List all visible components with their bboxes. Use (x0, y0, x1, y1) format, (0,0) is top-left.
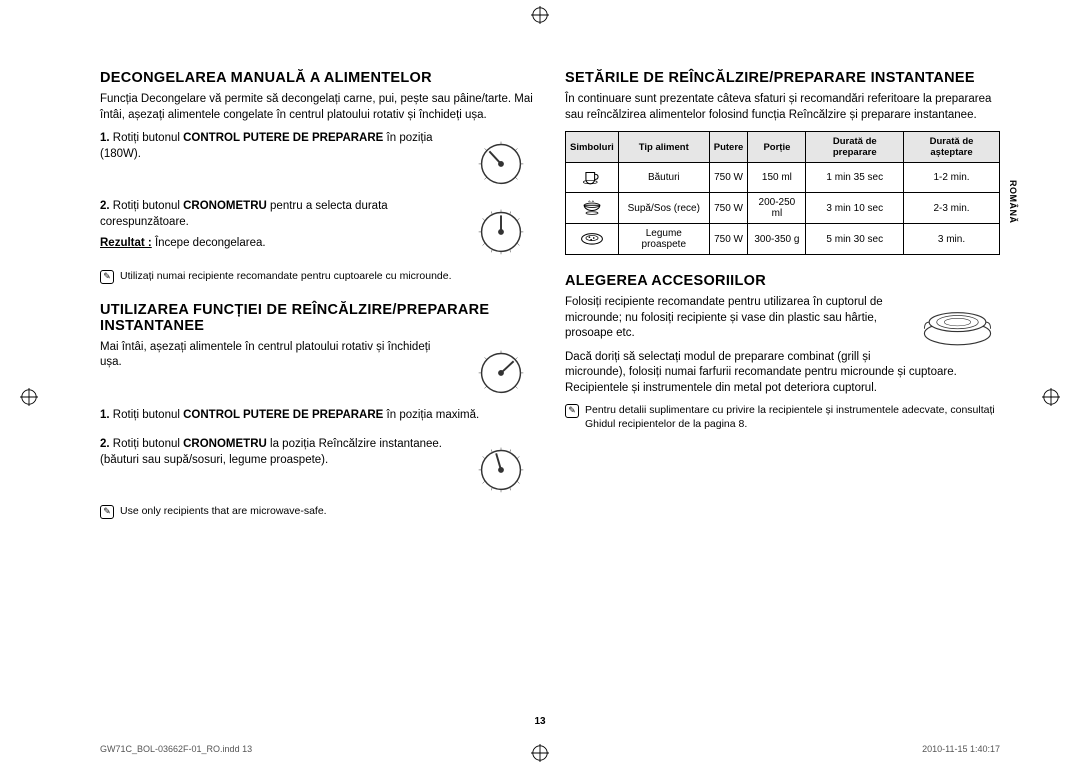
section-title-defrost: DECONGELAREA MANUALĂ A ALIMENTELOR (100, 70, 535, 86)
right-column: SETĂRILE DE REÎNCĂLZIRE/PREPARARE INSTAN… (565, 70, 1000, 537)
footer-timestamp: 2010-11-15 1:40:17 (922, 744, 1000, 754)
th-symbol: Simboluri (566, 132, 619, 163)
t: CONTROL PUTERE DE PREPARARE (183, 409, 383, 421)
note-text: Utilizați numai recipiente recomandate p… (120, 270, 452, 284)
section-title-accessories: ALEGEREA ACCESORIILOR (565, 273, 1000, 289)
cell-power: 750 W (709, 163, 748, 193)
cell-time: 1 min 35 sec (806, 163, 904, 193)
defrost-step-2: 2. Rotiți butonul CRONOMETRU pentru a se… (100, 199, 535, 262)
step-num: 2. (100, 200, 113, 212)
cell-power: 750 W (709, 224, 748, 255)
plate-icon (579, 239, 605, 250)
t: Rotiți butonul (113, 409, 183, 421)
cell-food: Supă/Sos (rece) (618, 193, 709, 224)
note-icon: ✎ (565, 404, 579, 418)
table-row: Legume proaspete750 W300-350 g5 min 30 s… (566, 224, 1000, 255)
t: Rotiți butonul (113, 132, 183, 144)
accessories-p2: Dacă doriți să selectați modul de prepar… (565, 350, 1000, 397)
bowl-icon (579, 208, 605, 219)
accessories-note: ✎ Pentru detalii suplimentare cu privire… (565, 404, 1000, 431)
page-content: DECONGELAREA MANUALĂ A ALIMENTELOR Funcț… (0, 0, 1080, 577)
th-portion: Porție (748, 132, 806, 163)
reg-mark-top (531, 6, 549, 24)
result-label: Rezultat : (100, 237, 152, 249)
reheat-intro: Mai întâi, așezați alimentele în centrul… (100, 340, 455, 371)
th-food: Tip aliment (618, 132, 709, 163)
reheat-step-2-text: 2. Rotiți butonul CRONOMETRU la poziția … (100, 437, 455, 468)
section-title-settings: SETĂRILE DE REÎNCĂLZIRE/PREPARARE INSTAN… (565, 70, 1000, 86)
t: Rotiți butonul (113, 438, 183, 450)
step-num: 1. (100, 132, 113, 144)
section-title-reheat: UTILIZAREA FUNCȚIEI DE REÎNCĂLZIRE/PREPA… (100, 302, 535, 334)
reheat-settings-table: Simboluri Tip aliment Putere Porție Dura… (565, 131, 1000, 255)
th-wait: Durată de așteptare (904, 132, 1000, 163)
t: (băuturi sau supă/sosuri, legume proaspe… (100, 454, 328, 466)
timer-dial-icon (467, 199, 535, 259)
th-power: Putere (709, 132, 748, 163)
left-column: DECONGELAREA MANUALĂ A ALIMENTELOR Funcț… (100, 70, 535, 537)
th-time: Durată de preparare (806, 132, 904, 163)
defrost-step-2-text: 2. Rotiți butonul CRONOMETRU pentru a se… (100, 199, 455, 262)
note-text: Use only recipients that are microwave-s… (120, 505, 327, 519)
note-text: Pentru detalii suplimentare cu privire l… (585, 404, 1000, 431)
cookware-illustration-icon (915, 295, 1000, 353)
step-num: 1. (100, 409, 113, 421)
cell-food: Legume proaspete (618, 224, 709, 255)
t: CRONOMETRU (183, 438, 267, 450)
cell-portion: 200-250 ml (748, 193, 806, 224)
power-dial-icon (467, 340, 535, 400)
settings-intro: În continuare sunt prezentate câteva sfa… (565, 92, 1000, 123)
t: la poziția Reîncălzire instantanee. (267, 438, 442, 450)
note-icon: ✎ (100, 505, 114, 519)
cell-wait: 3 min. (904, 224, 1000, 255)
reheat-note: ✎ Use only recipients that are microwave… (100, 505, 535, 519)
accessories-block: Folosiți recipiente recomandate pentru u… (565, 295, 1000, 396)
t: în poziția maximă. (383, 409, 479, 421)
table-row: Supă/Sos (rece)750 W200-250 ml3 min 10 s… (566, 193, 1000, 224)
reheat-step-2: 2. Rotiți butonul CRONOMETRU la poziția … (100, 437, 535, 497)
t: CRONOMETRU (183, 200, 267, 212)
page-number: 13 (534, 716, 545, 727)
cell-time: 3 min 10 sec (806, 193, 904, 224)
power-dial-icon (467, 131, 535, 191)
defrost-note: ✎ Utilizați numai recipiente recomandate… (100, 270, 535, 284)
table-row: Băuturi750 W150 ml1 min 35 sec1-2 min. (566, 163, 1000, 193)
footer-file: GW71C_BOL-03662F-01_RO.indd 13 (100, 744, 252, 754)
cell-wait: 1-2 min. (904, 163, 1000, 193)
cell-food: Băuturi (618, 163, 709, 193)
step-num: 2. (100, 438, 113, 450)
reg-mark-left (20, 388, 38, 406)
cell-power: 750 W (709, 193, 748, 224)
cell-symbol (566, 224, 619, 255)
cell-time: 5 min 30 sec (806, 224, 904, 255)
reg-mark-right (1042, 388, 1060, 406)
reheat-step-1-text: 1. Rotiți butonul CONTROL PUTERE DE PREP… (100, 408, 535, 424)
timer-dial-icon (467, 437, 535, 497)
t: Rotiți butonul (113, 200, 183, 212)
cell-portion: 150 ml (748, 163, 806, 193)
t: CONTROL PUTERE DE PREPARARE (183, 132, 383, 144)
defrost-result: Rezultat : Începe decongelarea. (100, 236, 455, 252)
language-tab: ROMÂNĂ (1008, 180, 1018, 224)
cell-portion: 300-350 g (748, 224, 806, 255)
defrost-step-1-text: 1. Rotiți butonul CONTROL PUTERE DE PREP… (100, 131, 455, 162)
cell-symbol (566, 193, 619, 224)
defrost-intro: Funcția Decongelare vă permite să decong… (100, 92, 535, 123)
cell-symbol (566, 163, 619, 193)
result-text: Începe decongelarea. (152, 237, 266, 249)
note-icon: ✎ (100, 270, 114, 284)
reheat-intro-row: Mai întâi, așezați alimentele în centrul… (100, 340, 535, 400)
footer: GW71C_BOL-03662F-01_RO.indd 13 2010-11-1… (100, 744, 1000, 754)
cup-icon (579, 177, 605, 188)
defrost-step-1: 1. Rotiți butonul CONTROL PUTERE DE PREP… (100, 131, 535, 191)
cell-wait: 2-3 min. (904, 193, 1000, 224)
table-header-row: Simboluri Tip aliment Putere Porție Dura… (566, 132, 1000, 163)
